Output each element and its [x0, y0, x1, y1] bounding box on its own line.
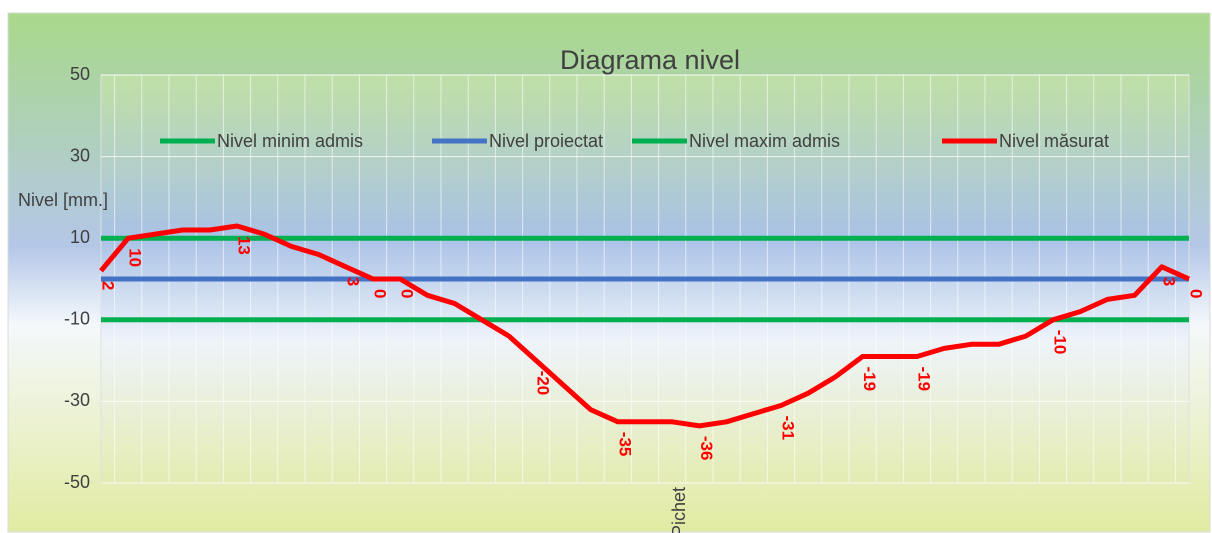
data-label: 10 — [126, 248, 145, 267]
legend-label: Nivel minim admis — [217, 131, 363, 151]
data-label: -31 — [779, 415, 798, 440]
data-label: 0 — [371, 289, 390, 298]
legend-label: Nivel maxim admis — [689, 131, 840, 151]
data-label: -35 — [615, 432, 634, 457]
series-line — [99, 223, 1191, 429]
data-label: 3 — [343, 277, 362, 286]
data-label: -19 — [860, 367, 879, 392]
data-label: 13 — [235, 236, 254, 255]
x-axis-label: Pichet — [669, 487, 689, 533]
y-tick-label: -50 — [64, 472, 90, 492]
data-label: -10 — [1051, 330, 1070, 355]
y-tick-label: 30 — [70, 145, 90, 165]
y-tick-label: 10 — [70, 227, 90, 247]
y-axis-label: Nivel [mm.] — [18, 190, 108, 210]
chart-title: Diagrama nivel — [560, 45, 740, 75]
y-tick-label: 50 — [70, 64, 90, 84]
y-tick-label: -10 — [64, 309, 90, 329]
data-label: -19 — [915, 367, 934, 392]
legend-label: Nivel proiectat — [489, 131, 603, 151]
data-label: 0 — [398, 289, 417, 298]
y-tick-label: -30 — [64, 390, 90, 410]
data-label: 3 — [1159, 277, 1178, 286]
data-label: -36 — [697, 436, 716, 461]
data-label: -20 — [534, 371, 553, 396]
data-label: 2 — [99, 281, 118, 290]
legend-label: Nivel măsurat — [999, 131, 1109, 151]
data-label: 0 — [1187, 289, 1206, 298]
